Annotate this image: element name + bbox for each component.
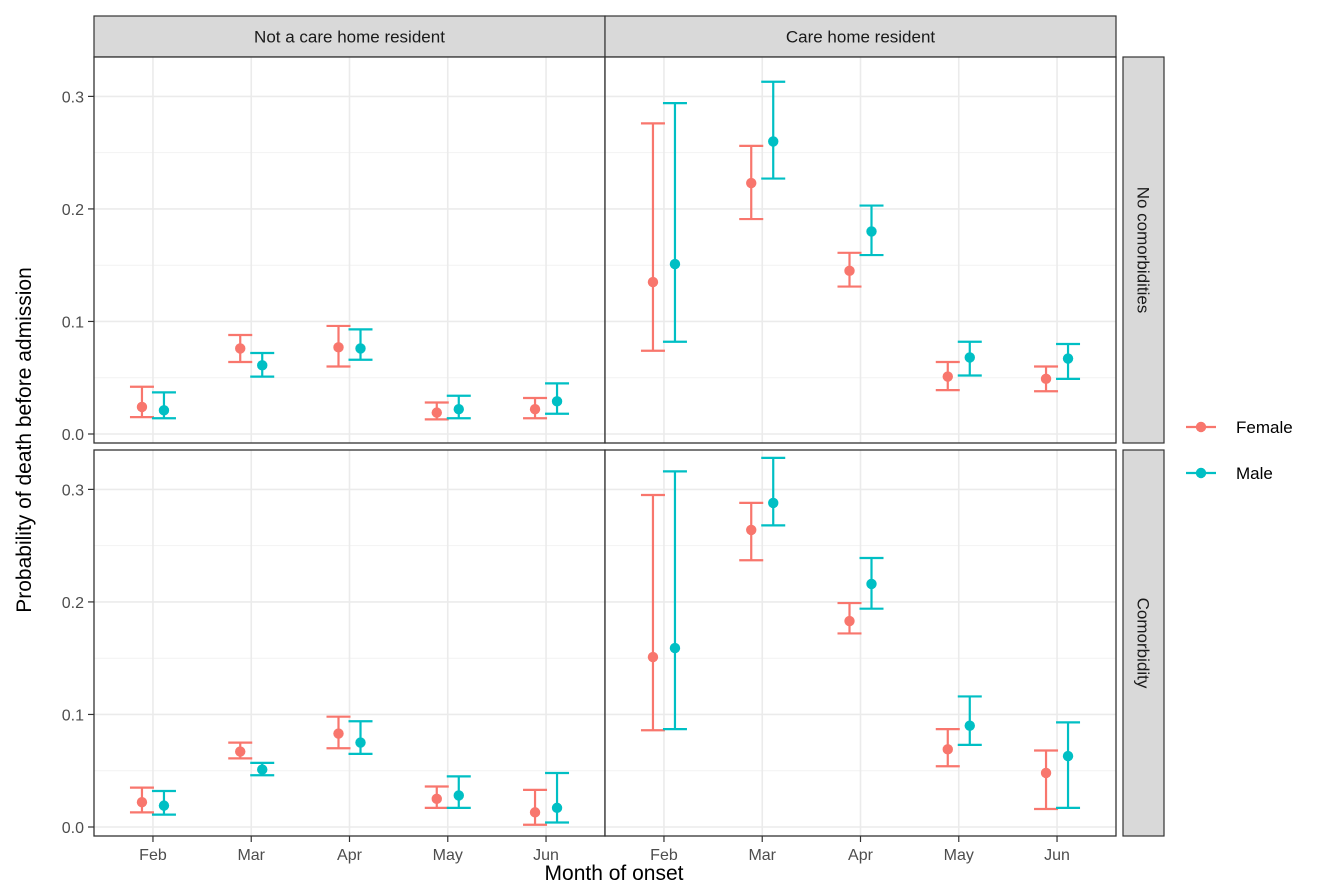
y-axis-title: Probability of death before admission: [13, 267, 36, 613]
data-point: [453, 404, 464, 415]
data-point: [529, 807, 541, 818]
y-tick-label: 0.3: [62, 89, 84, 106]
data-point: [866, 226, 877, 237]
facet-strip-col-label: Care home resident: [786, 28, 936, 47]
y-tick-label: 0.3: [62, 482, 84, 499]
data-point: [136, 401, 148, 413]
y-tick-label: 0.2: [62, 595, 84, 612]
data-point: [866, 578, 877, 590]
data-point: [136, 797, 148, 808]
data-point: [942, 371, 953, 382]
x-tick-label: May: [433, 847, 463, 864]
data-point: [257, 764, 268, 775]
data-point: [551, 802, 563, 814]
y-tick-label: 0.2: [62, 202, 84, 219]
data-point: [964, 352, 975, 363]
legend-key-point: [1195, 421, 1207, 433]
data-point: [669, 258, 681, 270]
data-point: [431, 793, 442, 805]
data-point: [1062, 353, 1074, 364]
data-point: [235, 746, 246, 757]
y-tick-label: 0.1: [62, 314, 84, 331]
x-tick-label: Mar: [748, 847, 776, 864]
legend-key-point: [1195, 467, 1207, 479]
data-point: [431, 407, 442, 418]
x-tick-label: Feb: [139, 847, 167, 864]
data-point: [1040, 767, 1052, 779]
y-tick-label: 0.1: [62, 707, 84, 724]
panel: [93, 56, 606, 444]
x-tick-label: Apr: [337, 847, 363, 864]
data-point: [942, 744, 953, 755]
x-tick-label: Jun: [1044, 847, 1070, 864]
data-point: [768, 497, 779, 509]
facet-strip-col: [604, 15, 1117, 58]
panel: [93, 449, 606, 837]
data-point: [158, 800, 170, 811]
facet-strip-row: [1122, 449, 1165, 837]
facet-strip-row: [1122, 56, 1165, 444]
data-point: [257, 360, 268, 371]
data-point: [844, 265, 855, 277]
data-point: [1040, 373, 1052, 385]
panel: [604, 56, 1117, 444]
panel-border: [604, 56, 1117, 444]
data-point: [964, 720, 975, 731]
data-point: [1062, 750, 1074, 762]
data-point: [453, 790, 464, 801]
data-point: [647, 276, 659, 288]
data-point: [529, 404, 541, 415]
facet-strip-row-label: Comorbidity: [1134, 598, 1153, 689]
data-point: [746, 524, 757, 536]
y-tick-label: 0.0: [62, 427, 84, 444]
facet-strip-col-label: Not a care home resident: [254, 28, 445, 47]
x-tick-label: Jun: [533, 847, 559, 864]
x-tick-label: Apr: [848, 847, 874, 864]
data-point: [746, 177, 757, 189]
y-tick-label: 0.0: [62, 820, 84, 837]
x-axis-title: Month of onset: [545, 862, 684, 885]
data-point: [647, 651, 659, 663]
data-point: [355, 343, 366, 354]
facet-strip-row-label: No comorbidities: [1134, 187, 1153, 314]
panel: [604, 449, 1117, 837]
data-point: [551, 396, 563, 407]
x-tick-label: May: [944, 847, 974, 864]
data-point: [768, 136, 779, 147]
data-point: [158, 405, 170, 416]
legend-label: Female: [1236, 418, 1293, 437]
data-point: [235, 343, 246, 354]
data-point: [669, 642, 681, 654]
data-point: [844, 615, 855, 627]
data-point: [333, 342, 344, 353]
legend-label: Male: [1236, 464, 1273, 483]
x-tick-label: Mar: [237, 847, 265, 864]
data-point: [355, 737, 366, 748]
data-point: [333, 728, 344, 739]
x-tick-label: Feb: [650, 847, 678, 864]
facet-strip-col: [93, 15, 606, 58]
